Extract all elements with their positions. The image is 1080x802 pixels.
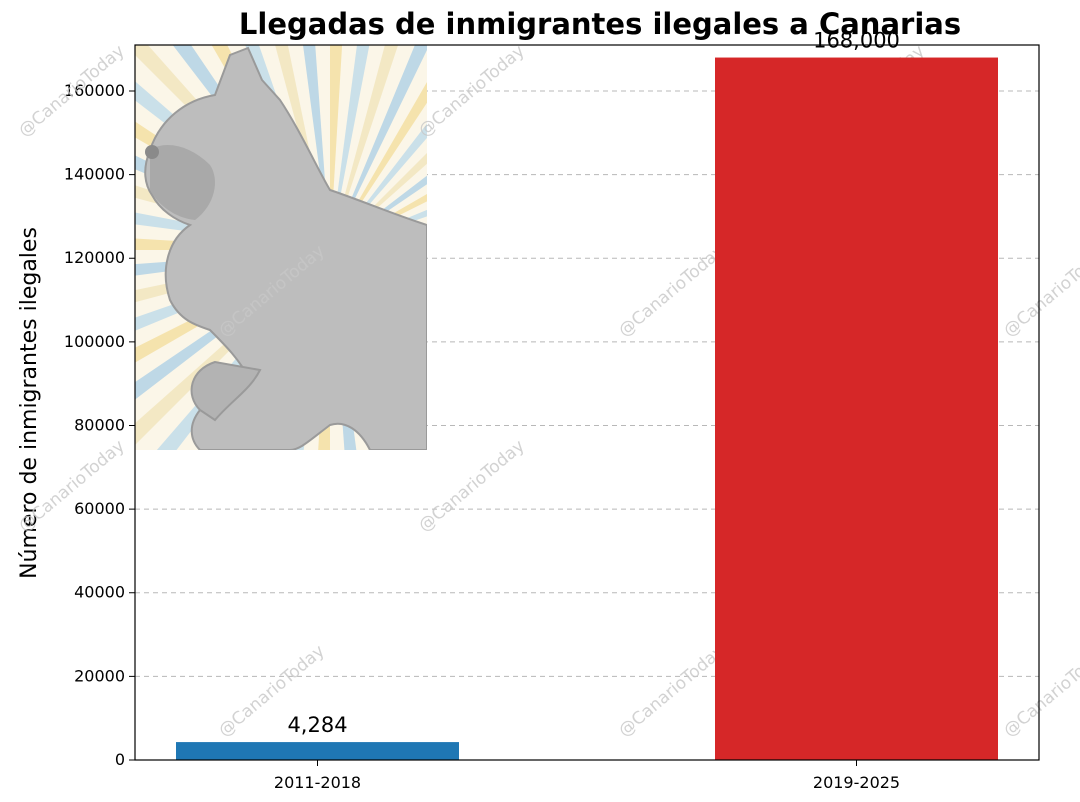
gridlines [135, 90, 1039, 677]
y-tick-label: 160000 [64, 81, 125, 100]
y-tick-label: 40000 [74, 583, 125, 602]
x-tick-label: 2011-2018 [274, 773, 361, 792]
bulldog-head-shade [150, 145, 215, 220]
watermark-text: @CanarioToday [415, 41, 529, 141]
plot-frame [134, 44, 1040, 761]
y-tick-label: 0 [115, 750, 125, 769]
bars [176, 57, 998, 760]
bulldog-nose [145, 145, 159, 159]
bar-value-label: 4,284 [287, 713, 347, 737]
bulldog-body [144, 46, 427, 450]
watermark-text: @CanarioToday [415, 436, 529, 536]
chart-title: Llegadas de inmigrantes ilegales a Canar… [239, 7, 961, 41]
ray [303, 45, 330, 250]
bar-value-label: 168,000 [813, 29, 900, 53]
x-tick-label: 2019-2025 [813, 773, 900, 792]
bulldog-leg [190, 360, 262, 422]
x-axis-ticks: 2011-2018 2019-2025 [274, 760, 900, 792]
bar-2019-2025 [715, 57, 998, 760]
y-tick-label: 120000 [64, 248, 125, 267]
watermark-text: @CanarioToday [1000, 241, 1080, 341]
y-tick-label: 20000 [74, 666, 125, 685]
y-axis-label: Número de inmigrantes ilegales [17, 227, 42, 579]
y-axis-ticks: 0 20000 40000 60000 80000 100000 120000 140000 1… [64, 81, 135, 769]
bar-2011-2018 [176, 742, 459, 760]
y-tick-label: 60000 [74, 499, 125, 518]
watermark-text: @CanarioToday [615, 241, 729, 341]
y-tick-label: 100000 [64, 332, 125, 351]
y-tick-label: 140000 [64, 165, 125, 184]
bar-value-labels: 4,284 168,000 [287, 29, 899, 738]
watermark-text: @CanarioToday [615, 641, 729, 741]
y-tick-label: 80000 [74, 415, 125, 434]
bulldog-illustration [135, 45, 427, 450]
watermark-text: @CanarioToday [1000, 641, 1080, 741]
